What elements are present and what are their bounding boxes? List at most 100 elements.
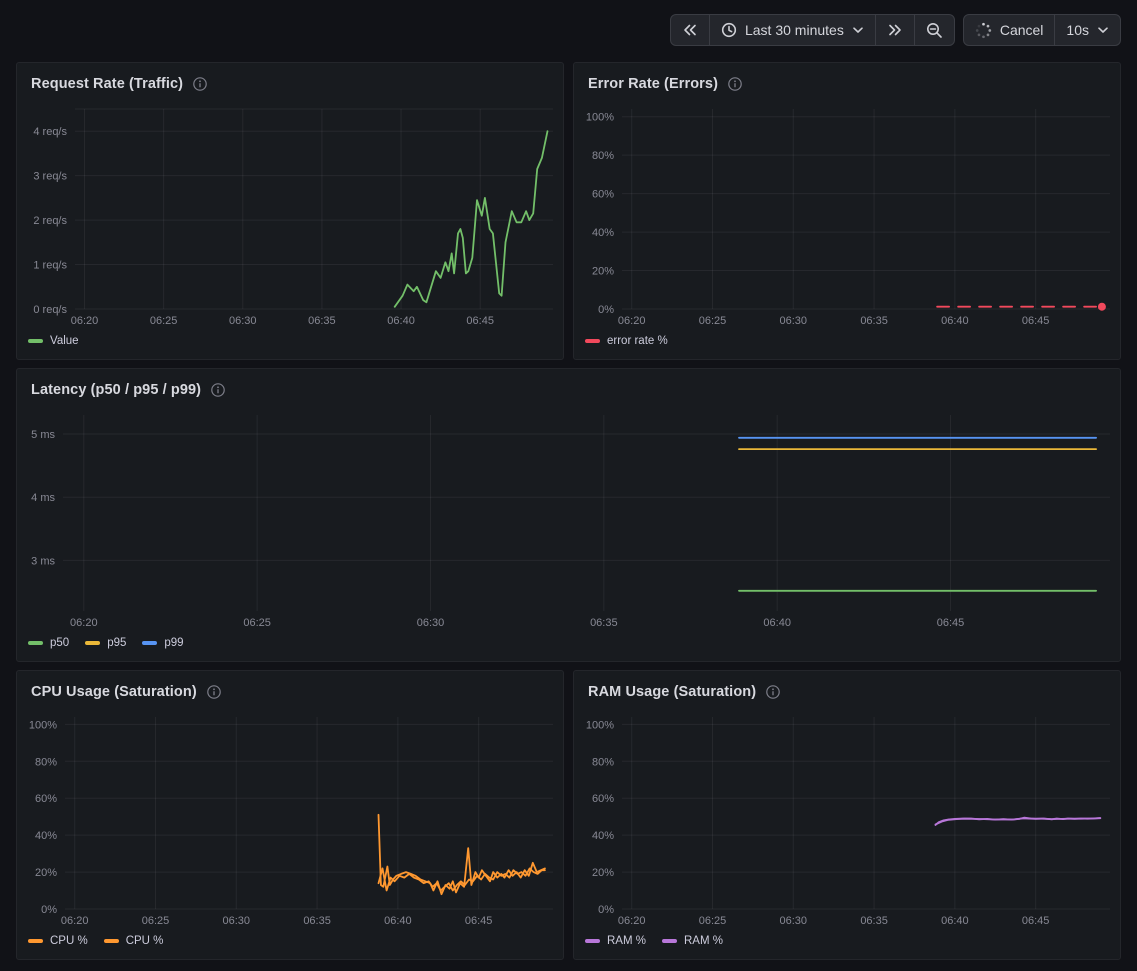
x-axis-tick-label: 06:20 bbox=[61, 915, 89, 927]
x-axis-tick-label: 06:45 bbox=[1022, 315, 1050, 327]
y-axis-tick-label: 40% bbox=[35, 830, 57, 842]
y-axis-tick-label: 100% bbox=[586, 719, 614, 731]
x-axis-tick-label: 06:35 bbox=[860, 315, 888, 327]
y-axis-tick-label: 4 req/s bbox=[33, 126, 67, 138]
info-icon[interactable] bbox=[206, 685, 221, 699]
legend-ram-usage: RAM % RAM % bbox=[574, 931, 1120, 959]
y-axis-tick-label: 0% bbox=[41, 904, 57, 916]
x-axis-tick-label: 06:30 bbox=[229, 315, 257, 327]
info-icon[interactable] bbox=[211, 383, 225, 397]
x-axis-tick-label: 06:45 bbox=[465, 915, 493, 927]
y-axis-tick-label: 0 req/s bbox=[33, 304, 67, 316]
time-toolbar: Last 30 minutes bbox=[669, 14, 1121, 46]
chevrons-right-icon bbox=[889, 24, 901, 36]
info-icon[interactable] bbox=[728, 77, 742, 91]
legend-item-p50[interactable]: p50 bbox=[28, 637, 69, 649]
chart-latency[interactable]: 3 ms 4 ms 5 ms 06:20 06:25 06:30 06:35 06:40 06:… bbox=[17, 407, 1120, 633]
panel-header: Latency (p50 / p95 / p99) bbox=[17, 369, 1120, 407]
panel-error-rate: Error Rate (Errors) 0% 20% 40% 60% 80% 100% 06… bbox=[573, 62, 1121, 360]
chart-svg: 3 ms 4 ms 5 ms 06:20 06:25 06:30 06:35 06:40 06:… bbox=[31, 415, 1110, 629]
legend-swatch bbox=[28, 939, 43, 943]
chart-request-rate[interactable]: 0 req/s 1 req/s 2 req/s 3 req/s 4 req/s 06:20… bbox=[17, 101, 563, 331]
panel-ram-usage: RAM Usage (Saturation) 0% 20% 40% 60% 80% 100… bbox=[573, 670, 1121, 960]
chart-error-rate[interactable]: 0% 20% 40% 60% 80% 100% 06:20 06:25 06:30 06:35 06… bbox=[574, 101, 1120, 331]
x-axis-tick-label: 06:45 bbox=[1022, 915, 1050, 927]
x-axis-tick-label: 06:45 bbox=[937, 617, 965, 629]
chart-svg: 0% 20% 40% 60% 80% 100% 06:20 06:25 06:30 06:35 06… bbox=[29, 717, 553, 927]
x-axis-tick-label: 06:40 bbox=[941, 915, 969, 927]
x-axis-tick-label: 06:45 bbox=[466, 315, 494, 327]
y-axis-tick-label: 60% bbox=[592, 793, 614, 805]
refresh-interval-label: 10s bbox=[1066, 22, 1089, 38]
legend-label: p95 bbox=[107, 637, 127, 649]
zoom-out-icon bbox=[926, 22, 942, 38]
x-axis-tick-label: 06:40 bbox=[387, 315, 415, 327]
x-axis-tick-label: 06:30 bbox=[780, 315, 808, 327]
time-shift-forward-button[interactable] bbox=[874, 15, 914, 45]
refresh-interval-button[interactable]: 10s bbox=[1054, 15, 1120, 45]
legend-swatch bbox=[585, 939, 600, 943]
legend-cpu-usage: CPU % CPU % bbox=[17, 931, 563, 959]
legend-swatch bbox=[142, 641, 158, 645]
x-axis-tick-label: 06:25 bbox=[699, 915, 727, 927]
legend-label: CPU % bbox=[125, 935, 164, 947]
chevrons-left-icon bbox=[684, 24, 696, 36]
legend-latency: p50 p95 p99 bbox=[17, 633, 1120, 661]
legend-label: Value bbox=[50, 335, 79, 347]
panel-title[interactable]: RAM Usage (Saturation) bbox=[588, 684, 757, 700]
legend-item-p95[interactable]: p95 bbox=[85, 637, 126, 649]
loading-spinner-icon bbox=[975, 22, 991, 38]
x-axis-tick-label: 06:35 bbox=[860, 915, 888, 927]
clock-icon bbox=[721, 22, 737, 38]
info-icon[interactable] bbox=[193, 77, 207, 91]
panel-latency: Latency (p50 / p95 / p99) 3 ms 4 ms 5 ms 06… bbox=[16, 368, 1121, 662]
legend-item-ram[interactable]: RAM % bbox=[585, 935, 646, 947]
series-line bbox=[934, 817, 1102, 826]
time-range-picker-button[interactable]: Last 30 minutes bbox=[708, 15, 875, 45]
x-axis-tick-label: 06:40 bbox=[384, 915, 412, 927]
legend-item-value[interactable]: Value bbox=[28, 335, 79, 347]
legend-swatch bbox=[661, 939, 677, 943]
y-axis-tick-label: 5 ms bbox=[31, 429, 55, 441]
y-axis-tick-label: 20% bbox=[35, 867, 57, 879]
info-icon[interactable] bbox=[766, 685, 780, 699]
panel-title[interactable]: Request Rate (Traffic) bbox=[31, 76, 184, 92]
legend-item-cpu[interactable]: CPU % bbox=[28, 935, 88, 947]
y-axis-tick-label: 2 req/s bbox=[33, 215, 67, 227]
y-axis-tick-label: 60% bbox=[592, 189, 614, 201]
chevron-down-icon bbox=[1098, 27, 1108, 33]
legend-swatch bbox=[103, 939, 119, 943]
legend-label: CPU % bbox=[50, 935, 88, 947]
x-axis-tick-label: 06:40 bbox=[763, 617, 791, 629]
zoom-out-time-button[interactable] bbox=[913, 15, 954, 45]
legend-label: error rate % bbox=[607, 335, 668, 347]
legend-swatch bbox=[85, 641, 101, 645]
chart-ram-usage[interactable]: 0% 20% 40% 60% 80% 100% 06:20 06:25 06:30 06:35 06… bbox=[574, 709, 1120, 931]
panel-cpu-usage: CPU Usage (Saturation) 0% 20% 40% 60% 80% 100… bbox=[16, 670, 564, 960]
y-axis-tick-label: 20% bbox=[592, 266, 614, 278]
y-axis-tick-label: 0% bbox=[598, 304, 614, 316]
legend-label: RAM % bbox=[683, 935, 723, 947]
y-axis-tick-label: 100% bbox=[29, 719, 57, 731]
legend-item-p99[interactable]: p99 bbox=[142, 637, 184, 649]
x-axis-tick-label: 06:35 bbox=[308, 315, 336, 327]
x-axis-tick-label: 06:30 bbox=[223, 915, 251, 927]
legend-item-cpu[interactable]: CPU % bbox=[103, 935, 164, 947]
time-shift-back-button[interactable] bbox=[671, 15, 709, 45]
panel-title[interactable]: Error Rate (Errors) bbox=[588, 76, 719, 92]
panel-header: RAM Usage (Saturation) bbox=[574, 671, 1120, 709]
y-axis-tick-label: 20% bbox=[592, 867, 614, 879]
y-axis-tick-label: 40% bbox=[592, 830, 614, 842]
x-axis-tick-label: 06:35 bbox=[303, 915, 331, 927]
panel-title[interactable]: Latency (p50 / p95 / p99) bbox=[31, 382, 202, 398]
y-axis-tick-label: 3 req/s bbox=[33, 171, 67, 183]
panel-title[interactable]: CPU Usage (Saturation) bbox=[31, 684, 197, 700]
legend-item-ram[interactable]: RAM % bbox=[661, 935, 723, 947]
x-axis-tick-label: 06:20 bbox=[70, 617, 98, 629]
legend-item-error-rate[interactable]: error rate % bbox=[585, 335, 668, 347]
chart-cpu-usage[interactable]: 0% 20% 40% 60% 80% 100% 06:20 06:25 06:30 06:35 06… bbox=[17, 709, 563, 931]
cancel-refresh-button[interactable]: Cancel bbox=[964, 15, 1055, 45]
x-axis-tick-label: 06:35 bbox=[590, 617, 618, 629]
y-axis-tick-label: 80% bbox=[592, 756, 614, 768]
y-axis-tick-label: 80% bbox=[592, 150, 614, 162]
